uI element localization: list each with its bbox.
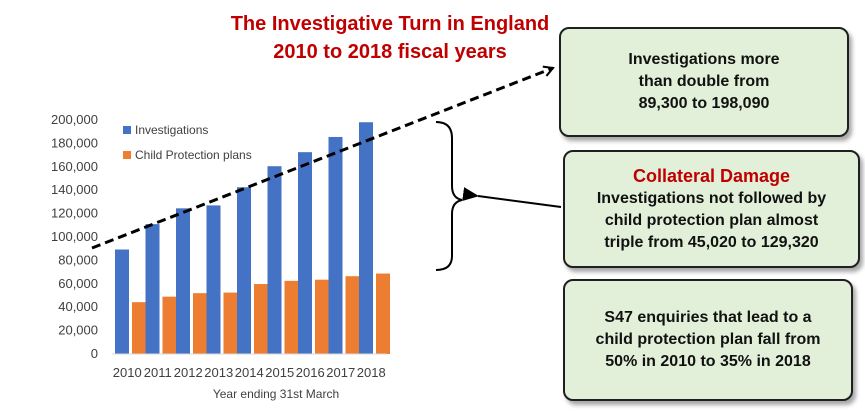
bar-child-protection-plans xyxy=(162,296,177,354)
x-axis-title: Year ending 31st March xyxy=(213,387,339,401)
callout-line: child protection plan almost xyxy=(604,212,819,229)
x-tick-label: 2015 xyxy=(265,365,294,380)
x-tick-label: 2012 xyxy=(174,365,203,380)
bar-child-protection-plans xyxy=(345,276,360,354)
y-tick-label: 140,000 xyxy=(51,182,98,197)
bar-investigations xyxy=(115,249,129,354)
chart-title-line-2: 2010 to 2018 fiscal years xyxy=(273,41,507,63)
legend-swatch-child-protection-plans xyxy=(123,151,131,159)
callout-line: Investigations not followed by xyxy=(596,190,827,207)
y-tick-label: 80,000 xyxy=(58,252,98,267)
collateral-damage-heading: Collateral Damage xyxy=(632,166,791,186)
bar-child-protection-plans xyxy=(254,284,268,354)
x-axis: 2010 2011 2012 2013 2014 2015 2016 2017 2018 xyxy=(112,353,387,380)
x-tick-label: 2017 xyxy=(326,365,355,380)
trend-arrow xyxy=(91,68,553,250)
y-tick-label: 60,000 xyxy=(58,276,98,291)
x-tick-label: 2013 xyxy=(204,365,233,380)
y-tick-label: 180,000 xyxy=(51,135,98,150)
chart-title-line-1: The Investigative Turn in England xyxy=(230,13,550,35)
callout-line: 89,300 to 198,090 xyxy=(638,95,770,112)
callout-line: child protection plan fall from xyxy=(595,331,821,348)
x-tick-label: 2016 xyxy=(296,365,325,380)
pointer-arrow xyxy=(462,187,562,208)
s47-enquiries-callout: S47 enquiries that lead to a child prote… xyxy=(563,279,853,401)
bar-investigations xyxy=(237,187,251,354)
brace-icon xyxy=(435,121,463,271)
callout-line: than double from xyxy=(638,73,770,90)
legend: Investigations Child Protection plans xyxy=(123,123,252,162)
bar-child-protection-plans xyxy=(284,280,299,354)
legend-swatch-investigations xyxy=(123,126,131,134)
x-tick-label: 2011 xyxy=(144,365,172,380)
x-tick-label: 2010 xyxy=(113,365,142,380)
bar-child-protection-plans xyxy=(223,292,238,354)
legend-label-child-protection-plans: Child Protection plans xyxy=(135,148,252,162)
y-tick-label: 20,000 xyxy=(58,323,98,338)
bar-child-protection-plans xyxy=(193,293,207,354)
bars xyxy=(115,122,390,354)
investigations-callout: Investigations more than double from 89,… xyxy=(559,27,849,137)
bar-investigations xyxy=(267,166,282,354)
x-tick-label: 2018 xyxy=(357,365,386,380)
y-tick-label: 40,000 xyxy=(58,299,98,314)
y-tick-label: 0 xyxy=(91,346,98,361)
y-axis: 0 20,000 40,000 60,000 80,000 100,000 120,000 1… xyxy=(51,112,98,361)
bar-child-protection-plans xyxy=(376,273,390,354)
bar-investigations xyxy=(145,224,160,354)
y-tick-label: 200,000 xyxy=(51,112,98,127)
callout-line: 50% in 2010 to 35% in 2018 xyxy=(605,353,811,370)
callout-line: S47 enquiries that lead to a xyxy=(604,309,812,326)
callout-line: Investigations more xyxy=(628,51,780,68)
bar-investigations xyxy=(206,205,221,354)
y-tick-label: 120,000 xyxy=(51,206,98,221)
y-tick-label: 160,000 xyxy=(51,159,98,174)
bar-investigations xyxy=(359,122,373,354)
bar-child-protection-plans xyxy=(132,302,146,354)
callout-line: triple from 45,020 to 129,320 xyxy=(604,234,819,251)
y-tick-label: 100,000 xyxy=(51,229,98,244)
bar-investigations xyxy=(298,152,312,354)
bar-child-protection-plans xyxy=(315,279,329,354)
chart-title: The Investigative Turn in England 2010 t… xyxy=(120,10,660,66)
legend-label-investigations: Investigations xyxy=(135,123,208,137)
collateral-damage-callout: Collateral Damage Investigations not fol… xyxy=(563,150,860,268)
x-tick-label: 2014 xyxy=(235,365,264,380)
bar-investigations xyxy=(176,208,190,354)
bar-investigations xyxy=(328,136,343,354)
